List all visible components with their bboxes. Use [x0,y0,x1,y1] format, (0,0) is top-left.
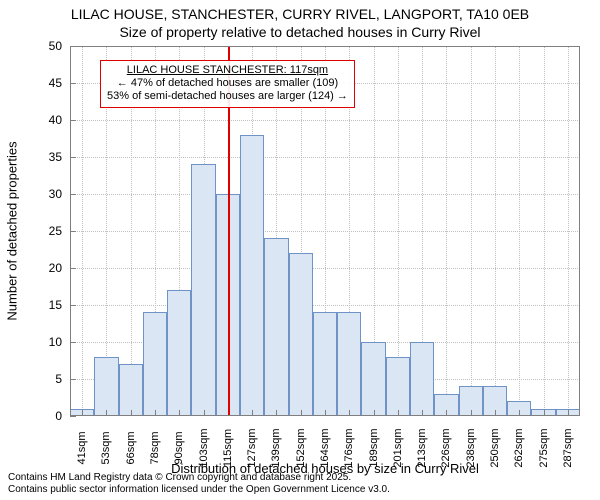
ytick-label: 25 [12,224,62,238]
xtick-label: 139sqm [270,428,282,467]
xtick-label: 127sqm [246,428,258,467]
ytick [70,416,76,417]
attribution-footer: Contains HM Land Registry data © Crown c… [8,472,390,496]
xtick-label: 201sqm [392,428,404,467]
xtick-label: 262sqm [513,428,525,467]
xtick-label: 41sqm [76,431,88,464]
ytick-label: 10 [12,335,62,349]
chart-title-line1: LILAC HOUSE, STANCHESTER, CURRY RIVEL, L… [0,6,600,22]
ytick-label: 30 [12,187,62,201]
plot-border [70,46,580,416]
xtick-label: 189sqm [368,428,380,467]
xtick-label: 287sqm [562,428,574,467]
xtick-label: 66sqm [125,431,137,464]
ytick-label: 15 [12,298,62,312]
xtick-label: 90sqm [173,431,185,464]
xtick-label: 250sqm [489,428,501,467]
xtick-label: 152sqm [295,428,307,467]
xtick-label: 103sqm [198,428,210,467]
ytick-label: 0 [12,409,62,423]
xtick-label: 115sqm [222,429,234,467]
xtick-label: 176sqm [343,428,355,467]
xtick-label: 275sqm [538,428,550,467]
ytick-label: 50 [12,39,62,53]
xtick-label: 238sqm [465,428,477,467]
chart-title-line2: Size of property relative to detached ho… [0,24,600,40]
xtick-label: 164sqm [319,428,331,467]
ytick-label: 20 [12,261,62,275]
footer-line1: Contains HM Land Registry data © Crown c… [8,472,390,484]
xtick-label: 213sqm [416,428,428,467]
xtick-label: 226sqm [440,428,452,467]
property-size-chart: LILAC HOUSE, STANCHESTER, CURRY RIVEL, L… [0,0,600,500]
ytick-label: 35 [12,150,62,164]
ytick-label: 40 [12,113,62,127]
ytick-label: 5 [12,372,62,386]
footer-line2: Contains public sector information licen… [8,484,390,496]
ytick-label: 45 [12,76,62,90]
xtick-label: 53sqm [100,431,112,464]
xtick-label: 78sqm [149,431,161,464]
plot-area: Number of detached properties Distributi… [70,46,580,416]
